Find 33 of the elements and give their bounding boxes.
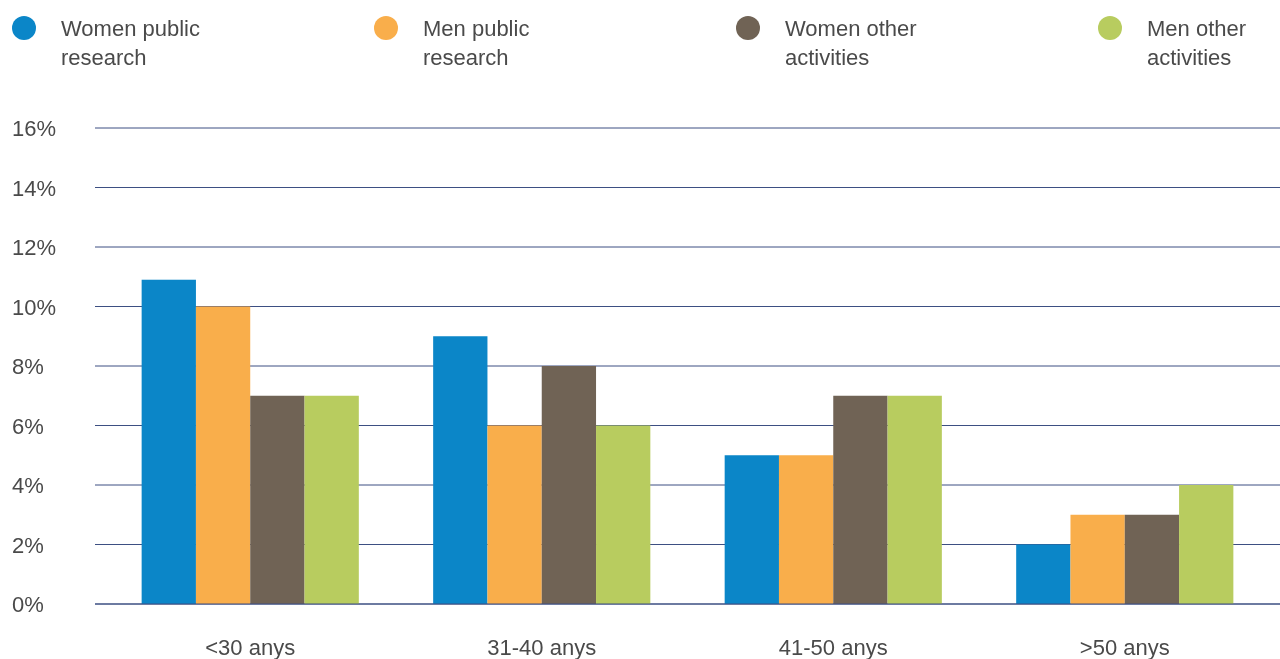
bar <box>887 395 942 604</box>
bar <box>250 395 305 604</box>
x-tick-label: <30 anys <box>205 635 296 659</box>
bar <box>1124 514 1180 604</box>
x-tick-label: 31-40 anys <box>487 635 597 659</box>
bar <box>487 425 542 604</box>
bar <box>833 395 888 604</box>
legend-label: Men other activities <box>1147 16 1247 70</box>
bar <box>1179 485 1234 604</box>
bar <box>724 455 779 604</box>
bar <box>433 336 488 604</box>
bar <box>195 306 251 604</box>
y-tick-label: 14% <box>12 175 57 201</box>
y-tick-label: 2% <box>12 532 44 558</box>
y-tick-label: 16% <box>12 116 57 141</box>
bar <box>1070 514 1125 604</box>
y-tick-label: 8% <box>12 354 44 379</box>
y-tick-label: 12% <box>12 235 57 260</box>
bar <box>541 366 597 604</box>
x-tick-label: >50 anys <box>1079 635 1170 659</box>
legend-label: Men public research <box>423 16 530 70</box>
bar <box>141 279 196 604</box>
bar <box>778 455 834 604</box>
bar <box>1016 544 1071 604</box>
bar <box>596 425 651 604</box>
legend-label: Women public research <box>61 16 200 70</box>
y-tick-label: 0% <box>12 592 44 617</box>
bar <box>304 395 359 604</box>
y-tick-label: 6% <box>12 413 44 439</box>
x-tick-label: 41-50 anys <box>778 635 888 659</box>
y-tick-label: 10% <box>12 294 57 320</box>
y-tick-label: 4% <box>12 473 44 498</box>
legend-label: Women other activities <box>785 16 917 70</box>
